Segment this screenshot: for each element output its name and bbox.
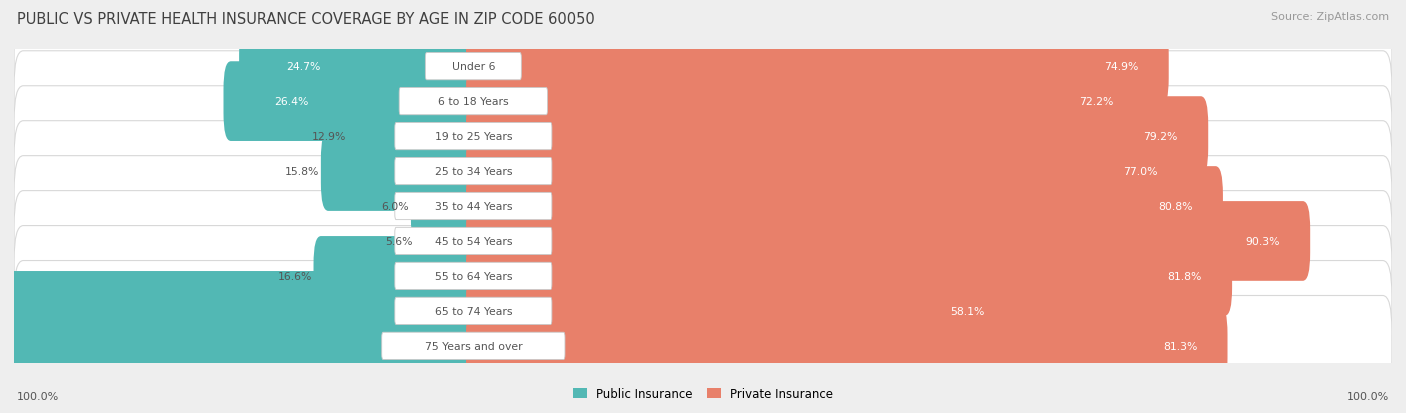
Text: 19 to 25 Years: 19 to 25 Years <box>434 132 512 142</box>
FancyBboxPatch shape <box>347 97 481 176</box>
FancyBboxPatch shape <box>14 52 1392 152</box>
Text: 80.8%: 80.8% <box>1159 202 1192 211</box>
FancyBboxPatch shape <box>411 167 481 246</box>
Text: 74.9%: 74.9% <box>1104 62 1139 72</box>
Text: 90.3%: 90.3% <box>1246 236 1279 247</box>
FancyBboxPatch shape <box>14 121 1392 222</box>
FancyBboxPatch shape <box>465 97 1208 176</box>
FancyBboxPatch shape <box>415 202 481 281</box>
Text: Under 6: Under 6 <box>451 62 495 72</box>
Text: 45 to 54 Years: 45 to 54 Years <box>434 236 512 247</box>
FancyBboxPatch shape <box>14 191 1392 292</box>
Text: 35 to 44 Years: 35 to 44 Years <box>434 202 512 211</box>
Text: 100.0%: 100.0% <box>17 391 59 401</box>
Text: 12.9%: 12.9% <box>311 132 346 142</box>
FancyBboxPatch shape <box>395 158 553 185</box>
FancyBboxPatch shape <box>314 237 481 316</box>
FancyBboxPatch shape <box>14 226 1392 326</box>
FancyBboxPatch shape <box>14 156 1392 257</box>
FancyBboxPatch shape <box>321 132 481 211</box>
Text: 75 Years and over: 75 Years and over <box>425 341 522 351</box>
FancyBboxPatch shape <box>465 62 1144 142</box>
FancyBboxPatch shape <box>381 332 565 360</box>
Text: 6.0%: 6.0% <box>381 202 409 211</box>
Text: 58.1%: 58.1% <box>949 306 984 316</box>
Text: 72.2%: 72.2% <box>1080 97 1114 107</box>
FancyBboxPatch shape <box>14 17 1392 117</box>
Text: 15.8%: 15.8% <box>284 166 319 177</box>
Text: 16.6%: 16.6% <box>277 271 312 281</box>
Text: PUBLIC VS PRIVATE HEALTH INSURANCE COVERAGE BY AGE IN ZIP CODE 60050: PUBLIC VS PRIVATE HEALTH INSURANCE COVER… <box>17 12 595 27</box>
FancyBboxPatch shape <box>465 202 1310 281</box>
FancyBboxPatch shape <box>395 297 553 325</box>
Text: 77.0%: 77.0% <box>1123 166 1157 177</box>
FancyBboxPatch shape <box>426 53 522 81</box>
FancyBboxPatch shape <box>395 123 553 150</box>
FancyBboxPatch shape <box>239 27 481 107</box>
FancyBboxPatch shape <box>14 87 1392 187</box>
FancyBboxPatch shape <box>465 27 1168 107</box>
Text: 6 to 18 Years: 6 to 18 Years <box>439 97 509 107</box>
FancyBboxPatch shape <box>465 271 1014 351</box>
FancyBboxPatch shape <box>465 167 1223 246</box>
Text: 65 to 74 Years: 65 to 74 Years <box>434 306 512 316</box>
Text: 5.6%: 5.6% <box>385 236 413 247</box>
Text: 55 to 64 Years: 55 to 64 Years <box>434 271 512 281</box>
Text: 81.8%: 81.8% <box>1167 271 1202 281</box>
Legend: Public Insurance, Private Insurance: Public Insurance, Private Insurance <box>568 382 838 405</box>
Text: 26.4%: 26.4% <box>274 97 309 107</box>
FancyBboxPatch shape <box>0 306 481 386</box>
Text: Source: ZipAtlas.com: Source: ZipAtlas.com <box>1271 12 1389 22</box>
Text: 24.7%: 24.7% <box>285 62 321 72</box>
FancyBboxPatch shape <box>465 237 1232 316</box>
FancyBboxPatch shape <box>14 261 1392 361</box>
FancyBboxPatch shape <box>395 228 553 255</box>
Text: 79.2%: 79.2% <box>1143 132 1178 142</box>
FancyBboxPatch shape <box>14 296 1392 396</box>
FancyBboxPatch shape <box>465 132 1188 211</box>
FancyBboxPatch shape <box>224 62 481 142</box>
Text: 81.3%: 81.3% <box>1163 341 1197 351</box>
Text: 100.0%: 100.0% <box>1347 391 1389 401</box>
FancyBboxPatch shape <box>465 306 1227 386</box>
Text: 25 to 34 Years: 25 to 34 Years <box>434 166 512 177</box>
FancyBboxPatch shape <box>0 271 481 351</box>
FancyBboxPatch shape <box>399 88 547 116</box>
FancyBboxPatch shape <box>395 263 553 290</box>
FancyBboxPatch shape <box>395 193 553 220</box>
